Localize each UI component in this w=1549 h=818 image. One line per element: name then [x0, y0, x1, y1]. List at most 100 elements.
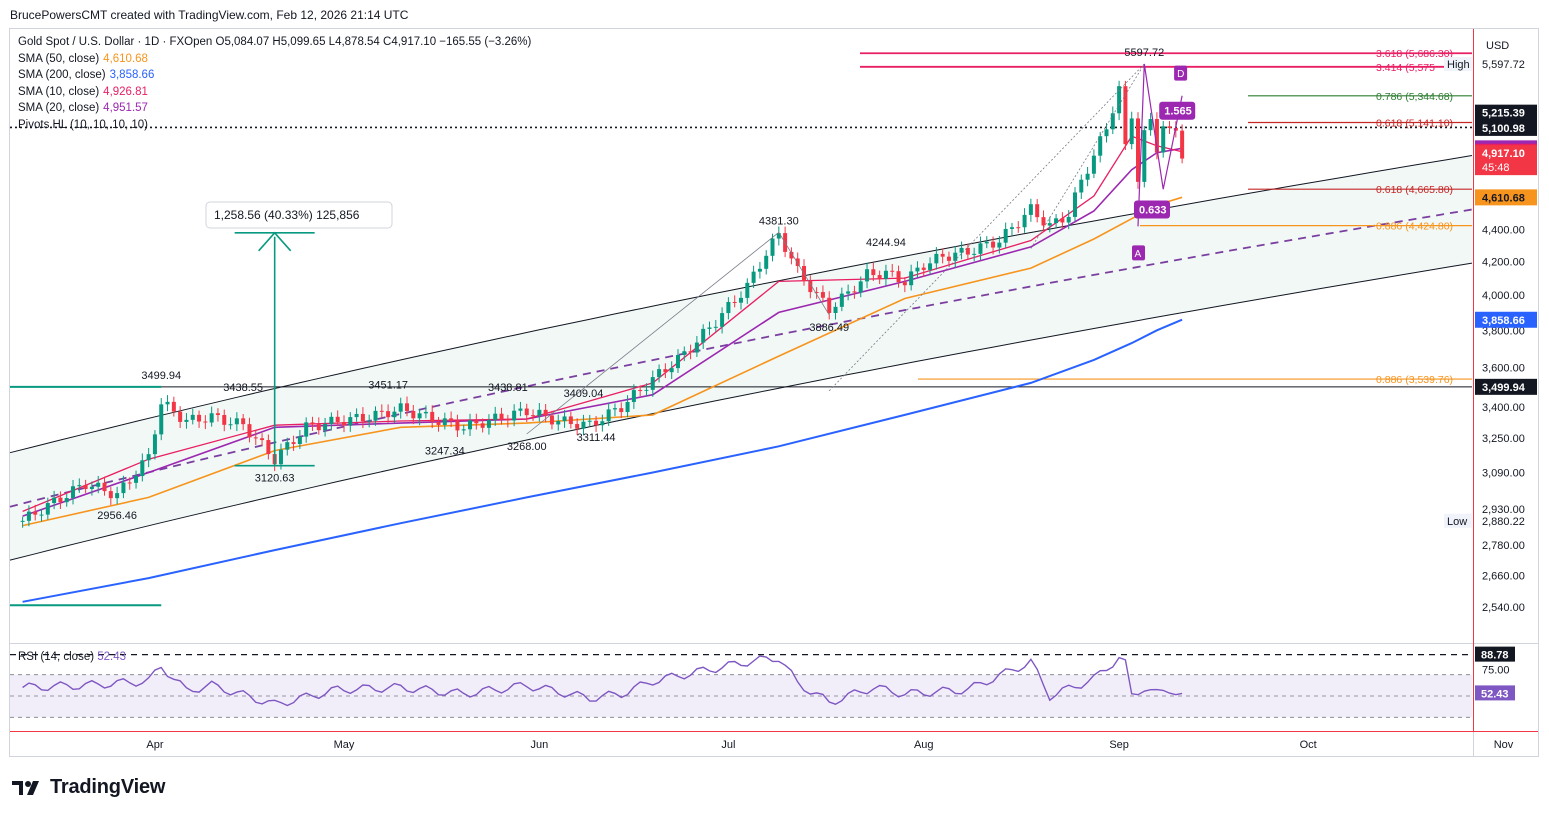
candle-body[interactable] [524, 408, 529, 416]
candle-body[interactable] [921, 267, 926, 270]
candle-body[interactable] [839, 293, 844, 307]
candle-body[interactable] [814, 292, 819, 294]
candle-body[interactable] [820, 292, 825, 298]
candle-body[interactable] [1041, 217, 1046, 226]
candle-body[interactable] [430, 411, 435, 422]
candle-body[interactable] [865, 269, 870, 282]
candle-body[interactable] [732, 301, 737, 303]
candle-body[interactable] [442, 418, 447, 425]
candle-body[interactable] [770, 238, 775, 256]
candle-body[interactable] [1035, 204, 1040, 218]
candle-body[interactable] [405, 403, 410, 411]
candle-body[interactable] [285, 442, 290, 450]
candle-body[interactable] [1047, 223, 1052, 226]
candle-body[interactable] [808, 280, 813, 293]
candle-body[interactable] [134, 476, 139, 483]
legend-indicator-row[interactable]: SMA (50, close) 4,610.68 [18, 51, 531, 68]
candle-body[interactable] [1098, 136, 1103, 156]
candle-body[interactable] [978, 243, 983, 254]
candle-body[interactable] [757, 268, 762, 272]
candle-body[interactable] [764, 255, 769, 269]
candle-body[interactable] [45, 503, 50, 515]
candle-body[interactable] [499, 413, 504, 420]
candle-body[interactable] [638, 390, 643, 392]
candle-body[interactable] [241, 418, 246, 425]
channel-lower-line[interactable] [9, 262, 1473, 561]
candle-body[interactable] [556, 421, 561, 425]
candle-body[interactable] [694, 342, 699, 353]
candle-body[interactable] [890, 270, 895, 272]
candle-body[interactable] [1142, 130, 1147, 182]
rsi-line[interactable] [22, 655, 1183, 707]
candle-body[interactable] [341, 422, 346, 426]
candle-body[interactable] [89, 486, 94, 489]
candle-body[interactable] [348, 417, 353, 426]
candle-body[interactable] [197, 414, 202, 422]
legend-indicator-row[interactable]: SMA (20, close) 4,951.57 [18, 100, 531, 117]
rsi-legend[interactable]: RSI (14, close) 52.43 [18, 651, 126, 663]
candle-body[interactable] [278, 449, 283, 465]
candle-body[interactable] [493, 413, 498, 420]
candle-body[interactable] [701, 328, 706, 343]
candle-body[interactable] [575, 424, 580, 429]
candle-body[interactable] [644, 389, 649, 391]
tradingview-logo[interactable]: TradingView [12, 776, 165, 799]
candle-body[interactable] [121, 482, 126, 494]
candle-body[interactable] [26, 511, 31, 521]
candle-body[interactable] [1117, 86, 1122, 114]
candle-body[interactable] [247, 424, 252, 438]
candle-body[interactable] [657, 369, 662, 378]
channel-mid-line[interactable] [9, 208, 1473, 508]
candle-body[interactable] [1072, 192, 1077, 217]
candle-body[interactable] [587, 420, 592, 422]
candle-body[interactable] [1060, 218, 1065, 223]
candle-body[interactable] [108, 491, 113, 499]
candle-body[interactable] [739, 297, 743, 303]
candle-body[interactable] [650, 377, 655, 390]
candle-body[interactable] [512, 410, 517, 421]
candle-body[interactable] [190, 414, 195, 420]
harmonic-pattern-line[interactable] [1137, 63, 1183, 227]
candle-body[interactable] [411, 410, 416, 419]
candle-body[interactable] [915, 267, 920, 272]
candle-body[interactable] [1123, 86, 1128, 145]
candle-body[interactable] [417, 413, 422, 419]
candle-body[interactable] [474, 420, 479, 424]
candle-body[interactable] [1161, 126, 1166, 153]
candle-body[interactable] [619, 408, 624, 413]
candle-body[interactable] [367, 420, 372, 422]
candle-body[interactable] [360, 413, 365, 422]
candle-body[interactable] [720, 313, 725, 327]
candle-body[interactable] [486, 419, 491, 428]
candle-body[interactable] [713, 326, 718, 328]
candle-body[interactable] [625, 402, 630, 413]
candle-body[interactable] [505, 419, 510, 421]
candle-body[interactable] [688, 351, 693, 353]
candle-body[interactable] [1022, 214, 1027, 228]
candle-body[interactable] [946, 256, 951, 261]
candle-body[interactable] [562, 416, 567, 422]
candle-body[interactable] [20, 520, 25, 522]
candle-body[interactable] [1028, 204, 1033, 215]
candle-body[interactable] [1016, 227, 1021, 229]
candle-body[interactable] [184, 419, 189, 422]
candle-body[interactable] [928, 263, 933, 270]
candle-body[interactable] [171, 401, 176, 412]
candle-body[interactable] [581, 421, 586, 429]
candle-body[interactable] [726, 301, 731, 314]
candle-body[interactable] [33, 511, 38, 515]
candle-body[interactable] [612, 408, 617, 410]
candle-body[interactable] [682, 351, 687, 355]
candle-body[interactable] [253, 437, 258, 439]
candle-body[interactable] [329, 416, 334, 424]
candle-body[interactable] [215, 413, 220, 416]
candle-body[interactable] [203, 421, 208, 423]
candle-body[interactable] [543, 409, 548, 416]
candle-body[interactable] [127, 482, 132, 484]
candle-body[interactable] [531, 415, 536, 417]
candle-body[interactable] [266, 440, 271, 455]
candle-body[interactable] [568, 416, 573, 425]
candle-body[interactable] [436, 421, 441, 425]
candle-body[interactable] [335, 416, 340, 423]
